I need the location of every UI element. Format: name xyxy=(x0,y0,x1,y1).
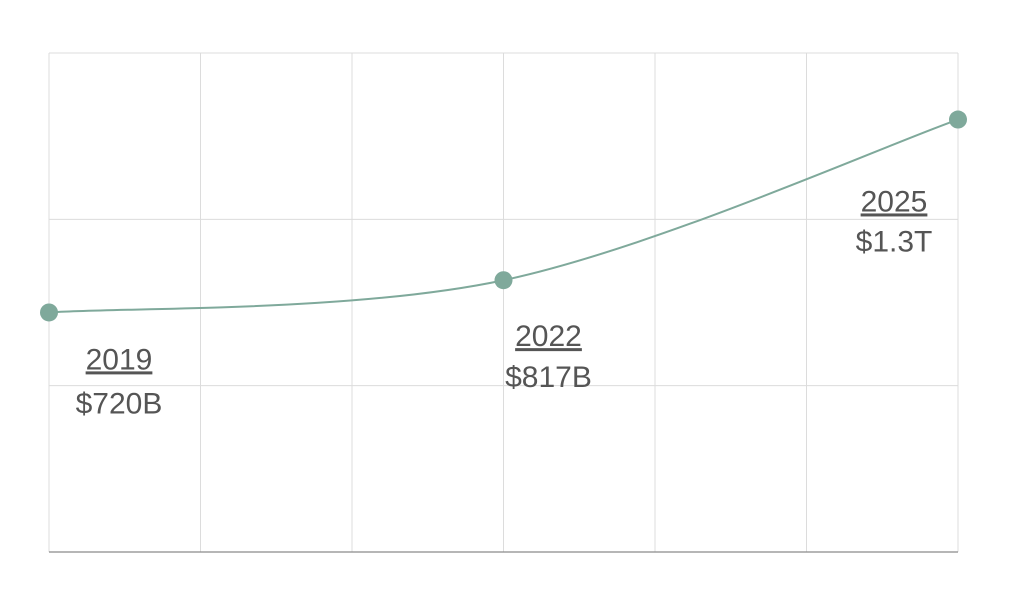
point xyxy=(949,110,967,129)
year-label: 2025 xyxy=(861,185,928,218)
point xyxy=(40,303,58,322)
year-label: 2022 xyxy=(515,320,582,353)
year-label: 2019 xyxy=(86,343,153,376)
point xyxy=(494,271,513,290)
value-label: $817B xyxy=(505,361,592,394)
value-label: $1.3T xyxy=(856,225,933,258)
value-label: $720B xyxy=(76,387,163,420)
